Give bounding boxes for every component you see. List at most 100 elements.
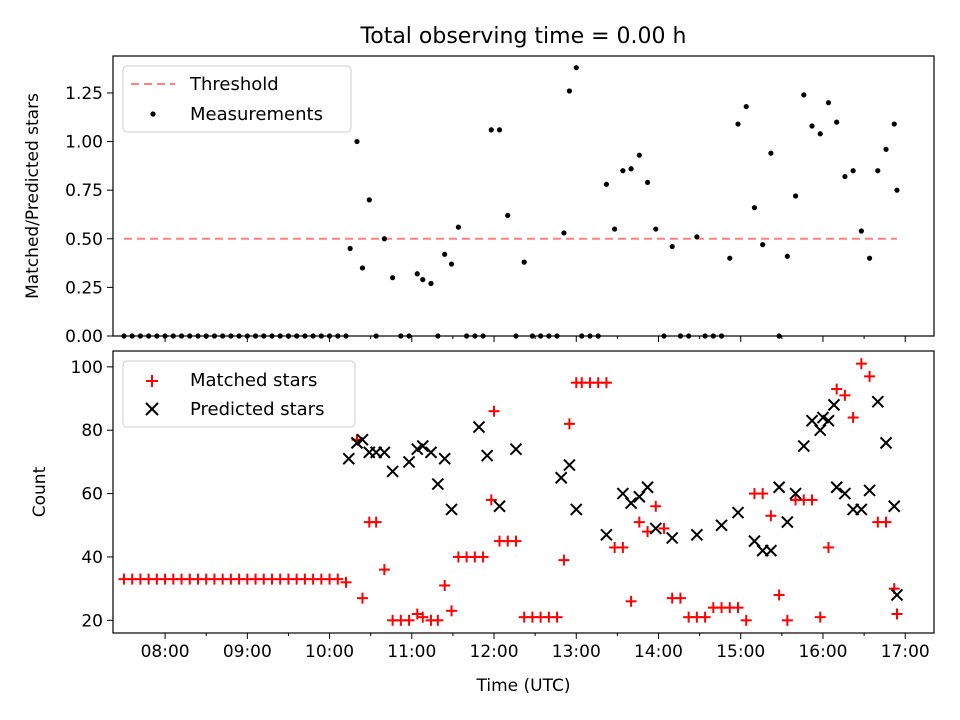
- measurement-point: [866, 255, 873, 261]
- top-plot-marks: [121, 65, 900, 339]
- measurement-point: [743, 103, 749, 110]
- matched-star-point: [699, 611, 711, 623]
- predicted-star-point: [445, 503, 458, 516]
- matched-star-point: [732, 602, 744, 614]
- matched-star-point: [332, 573, 344, 585]
- bottom-x-tick-label: 13:00: [552, 642, 601, 662]
- matched-star-point: [439, 579, 451, 591]
- predicted-star-point: [888, 500, 901, 513]
- predicted-star-point: [416, 439, 429, 453]
- measurement-point: [603, 181, 610, 187]
- top-panel: 0.00 0.25 0.50 0.75 1.00 1.25 Matched/Predict…: [23, 55, 935, 347]
- measurement-point: [521, 259, 527, 265]
- measurement-point: [366, 197, 372, 203]
- matched-star-point: [891, 608, 903, 620]
- measurement-point: [442, 251, 448, 257]
- matched-star-point: [485, 494, 497, 506]
- measurement-point: [875, 168, 881, 174]
- bottom-legend-frame: [122, 360, 356, 428]
- top-axes-frame: [112, 55, 935, 337]
- measurement-point: [768, 150, 774, 156]
- top-y-ticks: 0.00 0.25 0.50 0.75 1.00 1.25: [65, 84, 113, 347]
- matched-star-point: [880, 516, 892, 528]
- predicted-star-point: [570, 503, 583, 516]
- bottom-axes-frame: [112, 350, 935, 634]
- matched-star-point: [600, 377, 612, 389]
- measurement-point: [792, 193, 799, 199]
- matched-star-point: [370, 516, 382, 528]
- bottom-x-tick-label: 11:00: [387, 642, 436, 662]
- predicted-star-point: [438, 452, 451, 465]
- top-y-tick-label: 1.00: [65, 133, 103, 153]
- predicted-star-point: [641, 481, 654, 494]
- predicted-star-point: [431, 477, 445, 491]
- predicted-star-point: [764, 544, 778, 557]
- measurement-point: [488, 127, 494, 133]
- bottom-x-tick-label: 10:00: [305, 642, 354, 662]
- matched-star-point: [340, 576, 352, 588]
- legend-predicted-label: Predicted stars: [190, 399, 324, 420]
- top-chart-title: Total observing time = 0.00 h: [360, 24, 687, 49]
- matched-star-point: [558, 554, 570, 566]
- legend-matched-swatch: [146, 375, 158, 387]
- predicted-star-point: [871, 395, 885, 408]
- predicted-star-point: [772, 481, 786, 494]
- bottom-x-tick-label: 16:00: [798, 642, 847, 662]
- bottom-y-axis-label: Count: [30, 466, 50, 517]
- measurement-point: [414, 271, 420, 277]
- measurement-point: [727, 255, 733, 261]
- matched-star-point: [488, 405, 500, 417]
- bottom-x-tick-label: 08:00: [141, 642, 190, 662]
- measurement-point: [834, 119, 840, 125]
- bottom-y-tick-label: 80: [81, 421, 103, 441]
- matched-star-point: [757, 488, 769, 500]
- predicted-star-point: [402, 455, 416, 469]
- predicted-star-point: [554, 471, 568, 484]
- predicted-star-point: [890, 588, 904, 602]
- predicted-star-point: [472, 420, 486, 434]
- measurement-point: [496, 127, 503, 133]
- predicted-star-point: [493, 500, 506, 513]
- predicted-star-point: [386, 465, 399, 478]
- predicted-star-point: [509, 443, 523, 456]
- measurement-point: [801, 92, 807, 98]
- top-legend: Threshold Measurements: [122, 65, 352, 133]
- matched-star-point: [625, 595, 637, 607]
- legend-predicted-swatch: [145, 402, 159, 416]
- bottom-x-ticks: 08:00 09:00 10:00 11:00 12:00 13:00 14:00 15:00…: [141, 633, 930, 662]
- measurement-point: [612, 226, 618, 232]
- bottom-x-tick-label: 17:00: [881, 642, 930, 662]
- measurement-point: [428, 280, 434, 287]
- matched-star-point: [740, 614, 752, 626]
- predicted-star-point: [879, 436, 893, 450]
- measurement-point: [381, 236, 387, 242]
- matched-star-point: [378, 564, 390, 576]
- measurement-point: [809, 123, 815, 129]
- measurement-point: [628, 166, 634, 172]
- bottom-x-tick-label: 09:00: [223, 642, 272, 662]
- predicted-star-point: [649, 522, 662, 535]
- predicted-star-point: [822, 414, 835, 427]
- predicted-star-point: [563, 458, 576, 472]
- measurement-point: [644, 179, 651, 185]
- matched-star-point: [674, 592, 686, 604]
- measurement-point: [620, 168, 626, 174]
- measurement-point: [735, 121, 741, 127]
- measurement-point: [420, 277, 426, 283]
- measurement-point: [784, 253, 790, 259]
- bottom-x-axis-label: Time (UTC): [476, 676, 571, 696]
- matched-star-point: [855, 358, 867, 370]
- matched-star-point: [417, 611, 429, 623]
- top-y-tick-label: 0.00: [65, 327, 103, 347]
- matched-star-point: [773, 589, 785, 601]
- measurement-point: [573, 65, 579, 71]
- measurement-point: [448, 261, 455, 267]
- measurement-point: [760, 242, 766, 248]
- top-y-tick-label: 0.75: [65, 181, 103, 201]
- measurement-point: [347, 245, 353, 252]
- legend-measurements-label: Measurements: [190, 104, 323, 125]
- matched-star-point: [864, 370, 876, 382]
- predicted-star-point: [789, 487, 802, 500]
- bottom-y-ticks: 20 40 60 80 100: [71, 358, 113, 631]
- bottom-y-tick-label: 40: [81, 548, 103, 568]
